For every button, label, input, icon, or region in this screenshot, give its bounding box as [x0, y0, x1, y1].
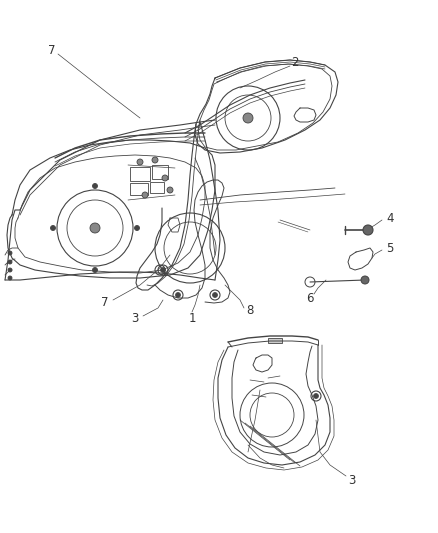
Circle shape: [176, 293, 180, 297]
Circle shape: [162, 175, 168, 181]
Circle shape: [92, 183, 98, 189]
Circle shape: [50, 225, 56, 230]
Text: 4: 4: [386, 212, 394, 224]
Text: 6: 6: [306, 292, 314, 304]
Circle shape: [314, 393, 318, 399]
Text: 5: 5: [386, 241, 394, 254]
Circle shape: [243, 113, 253, 123]
Circle shape: [167, 187, 173, 193]
Circle shape: [160, 268, 166, 272]
Text: 2: 2: [291, 55, 299, 69]
Bar: [150, 182, 164, 193]
Circle shape: [8, 276, 12, 280]
Circle shape: [8, 260, 12, 264]
Text: 8: 8: [246, 303, 254, 317]
Bar: [152, 165, 168, 179]
Text: 3: 3: [348, 473, 356, 487]
Circle shape: [137, 159, 143, 165]
Circle shape: [8, 268, 12, 272]
Circle shape: [363, 225, 373, 235]
Bar: [130, 183, 148, 195]
Text: 3: 3: [131, 311, 139, 325]
Circle shape: [361, 276, 369, 284]
Bar: [268, 338, 282, 343]
Circle shape: [212, 293, 218, 297]
Circle shape: [134, 225, 139, 230]
Text: 7: 7: [101, 295, 109, 309]
Circle shape: [142, 192, 148, 198]
Circle shape: [92, 268, 98, 272]
Circle shape: [90, 223, 100, 233]
Bar: [130, 167, 150, 181]
Text: 1: 1: [188, 311, 196, 325]
Circle shape: [8, 251, 12, 255]
Circle shape: [152, 157, 158, 163]
Text: 7: 7: [48, 44, 56, 56]
